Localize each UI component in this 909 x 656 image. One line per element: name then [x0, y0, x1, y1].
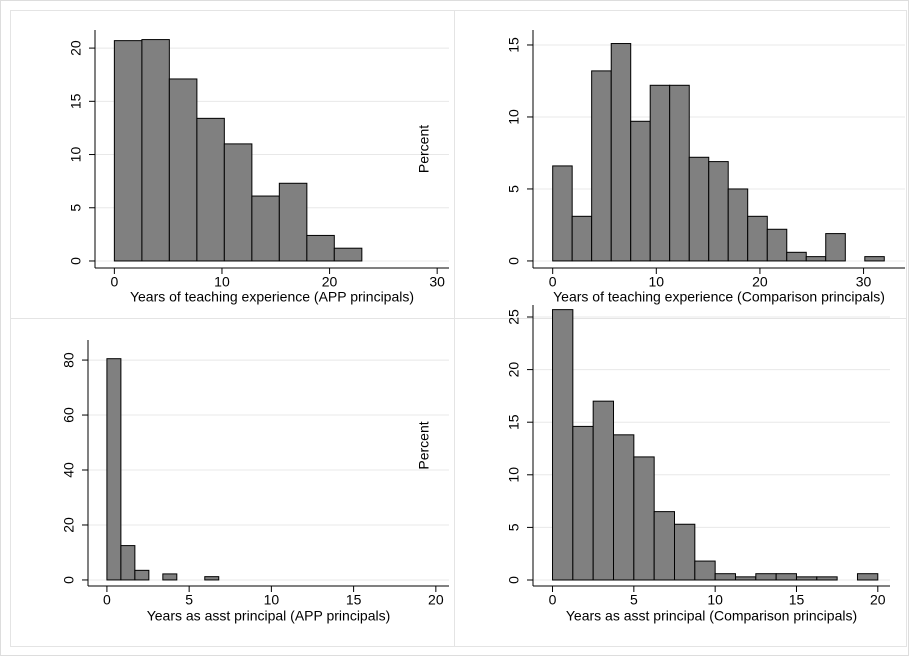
x-tick-label: 0: [110, 274, 118, 290]
x-tick-label: 20: [322, 274, 338, 290]
x-tick-label: 0: [103, 592, 111, 608]
x-tick-label: 20: [428, 592, 444, 608]
bar: [630, 120, 651, 262]
y-tick-label: 5: [506, 185, 522, 193]
y-tick-label: 15: [506, 414, 522, 430]
x-tick-label: 5: [185, 592, 193, 608]
x-tick-label: 20: [752, 274, 768, 290]
y-tick-label: 0: [68, 257, 84, 265]
bar: [673, 523, 696, 581]
x-tick-label: 30: [856, 274, 872, 290]
bar: [856, 573, 879, 581]
x-tick-label: 10: [707, 592, 723, 608]
bar: [775, 573, 797, 581]
bar: [613, 434, 635, 581]
x-axis-label: Years as asst principal (APP principals): [147, 608, 391, 624]
panel-frame: [10, 318, 455, 647]
bar: [572, 425, 594, 581]
bar: [552, 309, 574, 581]
bar: [714, 573, 736, 581]
bar: [825, 233, 846, 262]
bar: [162, 573, 178, 581]
bar: [649, 84, 671, 262]
y-tick-label: 15: [68, 93, 84, 109]
bar: [134, 569, 150, 581]
y-tick-label: 0: [61, 576, 77, 584]
x-tick-label: 30: [429, 274, 445, 290]
bar: [610, 43, 632, 262]
y-tick-label: 20: [68, 40, 84, 56]
bar: [766, 228, 788, 262]
x-axis-label: Years of teaching experience (Comparison…: [553, 289, 885, 305]
bar: [204, 576, 220, 581]
x-tick-label: 0: [549, 274, 557, 290]
y-tick-label: 15: [506, 37, 522, 53]
bar: [864, 256, 885, 262]
bar: [805, 256, 827, 262]
y-tick-label: 0: [506, 257, 522, 265]
bar: [306, 234, 335, 262]
bar: [747, 215, 768, 262]
y-axis-label: Percent: [416, 421, 432, 469]
bar: [106, 358, 122, 581]
x-axis-label: Years as asst principal (Comparison prin…: [566, 608, 857, 624]
bar: [755, 573, 777, 581]
y-tick-label: 10: [506, 467, 522, 483]
y-tick-label: 5: [506, 523, 522, 531]
bar: [168, 78, 198, 262]
y-tick-label: 60: [61, 407, 77, 423]
panel-frame: [454, 318, 907, 647]
bar: [786, 251, 807, 262]
bar: [688, 156, 710, 262]
bar: [141, 39, 170, 262]
y-tick-label: 20: [61, 517, 77, 533]
bar: [708, 161, 729, 262]
bar: [571, 215, 593, 262]
y-axis-label: Percent: [416, 125, 432, 173]
y-tick-label: 10: [68, 147, 84, 163]
bar: [120, 545, 136, 581]
x-tick-label: 15: [346, 592, 362, 608]
y-tick-label: 20: [506, 362, 522, 378]
bar: [727, 188, 749, 262]
y-tick-label: 5: [68, 204, 84, 212]
x-tick-label: 10: [264, 592, 280, 608]
bar: [251, 195, 280, 262]
bar: [278, 182, 308, 262]
y-tick-label: 40: [61, 462, 77, 478]
y-tick-label: 0: [506, 576, 522, 584]
bar: [113, 40, 143, 262]
bar: [694, 560, 716, 581]
x-tick-label: 10: [214, 274, 230, 290]
y-tick-label: 80: [61, 352, 77, 368]
bar: [816, 576, 838, 581]
bar: [669, 84, 690, 262]
bar: [653, 511, 675, 581]
x-axis-label: Years of teaching experience (APP princi…: [130, 289, 414, 305]
bar: [592, 400, 615, 581]
bar: [633, 456, 655, 581]
y-tick-label: 25: [506, 309, 522, 325]
bar: [795, 576, 818, 581]
bar: [196, 117, 225, 262]
bar: [333, 247, 363, 262]
bar: [591, 70, 612, 262]
x-tick-label: 5: [630, 592, 638, 608]
y-tick-label: 10: [506, 109, 522, 125]
x-tick-label: 0: [549, 592, 557, 608]
x-tick-label: 15: [789, 592, 805, 608]
bar: [223, 143, 253, 262]
bar: [734, 576, 757, 581]
bar: [552, 165, 573, 262]
x-tick-label: 10: [649, 274, 665, 290]
x-tick-label: 20: [870, 592, 886, 608]
